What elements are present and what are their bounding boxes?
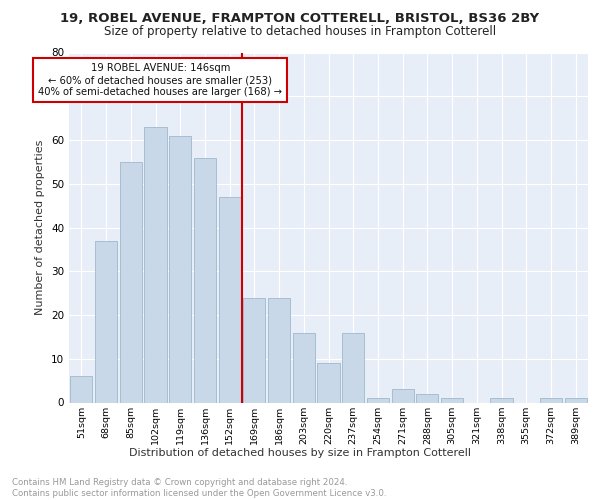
Bar xyxy=(367,398,389,402)
Bar xyxy=(540,398,562,402)
Bar xyxy=(490,398,512,402)
Bar xyxy=(95,240,117,402)
Text: 19, ROBEL AVENUE, FRAMPTON COTTERELL, BRISTOL, BS36 2BY: 19, ROBEL AVENUE, FRAMPTON COTTERELL, BR… xyxy=(61,12,539,26)
Bar xyxy=(169,136,191,402)
Bar xyxy=(392,390,414,402)
Bar xyxy=(218,197,241,402)
Bar xyxy=(243,298,265,403)
Bar xyxy=(194,158,216,402)
Bar xyxy=(317,363,340,403)
Bar xyxy=(119,162,142,402)
Bar xyxy=(342,332,364,402)
Text: 19 ROBEL AVENUE: 146sqm
← 60% of detached houses are smaller (253)
40% of semi-d: 19 ROBEL AVENUE: 146sqm ← 60% of detache… xyxy=(38,64,283,96)
Bar xyxy=(565,398,587,402)
Bar xyxy=(416,394,439,402)
Bar xyxy=(145,127,167,402)
Text: Distribution of detached houses by size in Frampton Cotterell: Distribution of detached houses by size … xyxy=(129,448,471,458)
Text: Size of property relative to detached houses in Frampton Cotterell: Size of property relative to detached ho… xyxy=(104,25,496,38)
Bar xyxy=(70,376,92,402)
Bar xyxy=(293,332,315,402)
Y-axis label: Number of detached properties: Number of detached properties xyxy=(35,140,46,315)
Text: Contains HM Land Registry data © Crown copyright and database right 2024.
Contai: Contains HM Land Registry data © Crown c… xyxy=(12,478,386,498)
Bar xyxy=(441,398,463,402)
Bar xyxy=(268,298,290,403)
